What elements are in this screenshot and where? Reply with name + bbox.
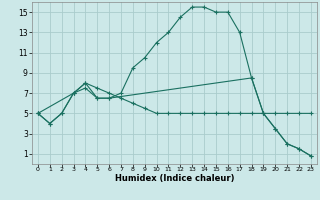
X-axis label: Humidex (Indice chaleur): Humidex (Indice chaleur)	[115, 174, 234, 183]
